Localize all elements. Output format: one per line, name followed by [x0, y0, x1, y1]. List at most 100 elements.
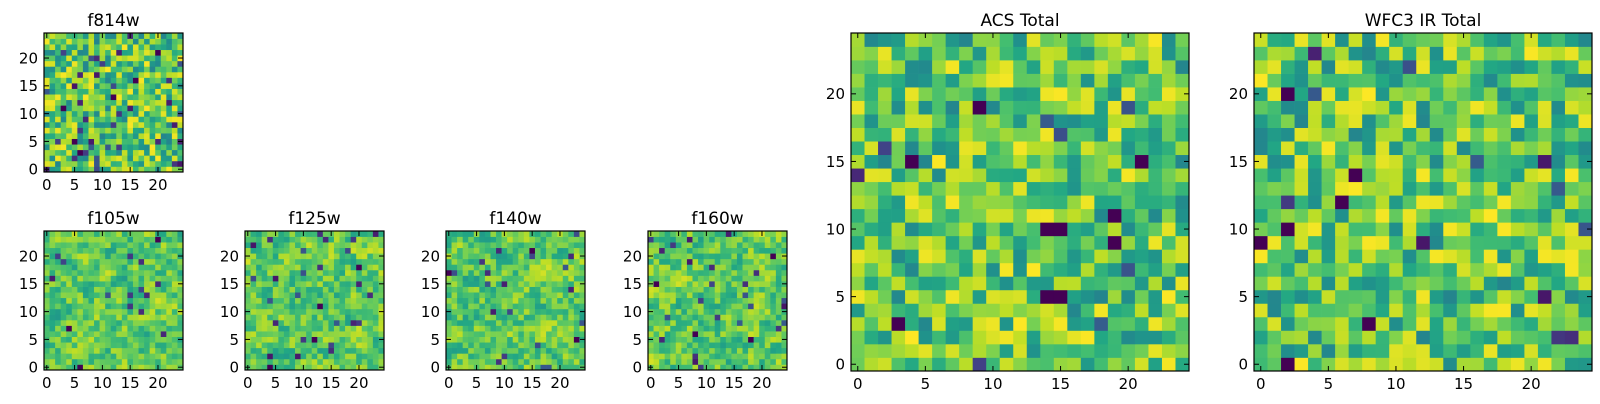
heatmap-cell — [160, 242, 167, 249]
heatmap-cell — [378, 258, 385, 265]
heatmap-cell — [116, 264, 123, 271]
heatmap-cell — [322, 253, 329, 260]
heatmap-cell — [77, 253, 84, 260]
heatmap-cell — [82, 127, 89, 134]
heatmap-cell — [648, 325, 654, 332]
heatmap-cell — [484, 292, 491, 299]
heatmap-cell — [1551, 316, 1566, 331]
heatmap-cell — [333, 247, 340, 254]
heatmap-cell — [698, 242, 704, 249]
heatmap-cell — [1053, 127, 1068, 142]
heatmap-cell — [725, 247, 732, 254]
heatmap-cell — [457, 308, 464, 315]
heatmap-cell — [653, 303, 660, 310]
heatmap-cell — [1080, 235, 1095, 250]
heatmap-cell — [878, 141, 892, 156]
heatmap-cell — [770, 303, 777, 310]
heatmap-cell — [160, 314, 167, 321]
heatmap-cell — [484, 325, 491, 332]
heatmap-cell — [490, 269, 497, 276]
heatmap-cell — [579, 314, 586, 321]
heatmap-cell — [121, 138, 128, 145]
heatmap-cell — [71, 55, 78, 62]
heatmap-cell — [1121, 141, 1136, 156]
heatmap-cell — [959, 181, 974, 196]
heatmap-cell — [670, 292, 677, 299]
heatmap-cell — [512, 325, 519, 332]
x-tick-label: 20 — [148, 374, 167, 392]
heatmap-cell — [551, 308, 558, 315]
heatmap-cell — [681, 364, 688, 371]
heatmap-cell — [160, 138, 167, 145]
y-tick-label: 15 — [220, 275, 239, 293]
heatmap-cell — [132, 264, 139, 271]
heatmap-cell — [748, 264, 754, 271]
heatmap-cell — [731, 347, 738, 354]
heatmap-cell — [256, 358, 263, 365]
heatmap-cell — [132, 77, 139, 84]
heatmap-cell — [1348, 357, 1363, 372]
heatmap-cell — [333, 314, 340, 321]
heatmap-cell — [579, 269, 586, 276]
heatmap-cell — [149, 353, 156, 360]
heatmap-cell — [155, 292, 162, 299]
heatmap-cell — [1121, 87, 1136, 101]
heatmap-cell — [295, 358, 301, 365]
heatmap-cell — [1443, 289, 1458, 304]
heatmap-cell — [681, 308, 688, 315]
heatmap-cell — [659, 325, 666, 332]
heatmap-cell — [507, 319, 514, 326]
heatmap-cell — [333, 297, 340, 304]
heatmap-cell — [138, 144, 145, 151]
heatmap-cell — [149, 71, 156, 78]
heatmap-cell — [1537, 168, 1552, 183]
heatmap-cell — [77, 94, 84, 101]
heatmap-cell — [166, 55, 173, 62]
heatmap-cell — [44, 347, 50, 354]
heatmap-cell — [55, 44, 62, 51]
heatmap-cell — [501, 269, 508, 276]
heatmap-cell — [82, 77, 89, 84]
heatmap-cell — [753, 253, 760, 260]
heatmap-cell — [1362, 46, 1377, 61]
heatmap-cell — [1040, 127, 1055, 142]
heatmap-cell — [878, 235, 892, 250]
heatmap-cell — [99, 77, 106, 84]
heatmap-cell — [44, 325, 50, 332]
heatmap-cell — [686, 236, 693, 243]
heatmap-cell — [1148, 316, 1163, 331]
heatmap-cell — [49, 253, 56, 260]
heatmap-cell — [250, 358, 257, 365]
heatmap-cell — [60, 253, 67, 260]
heatmap-cell — [551, 358, 558, 365]
heatmap-cell — [328, 308, 335, 315]
heatmap-cell — [507, 336, 514, 343]
heatmap-cell — [155, 314, 162, 321]
heatmap-cell — [473, 325, 480, 332]
heatmap-cell — [378, 242, 385, 249]
heatmap-cell — [94, 144, 100, 151]
heatmap-cell — [55, 127, 62, 134]
heatmap-cell — [1080, 222, 1095, 237]
heatmap-cell — [110, 149, 117, 156]
heatmap-cell — [144, 336, 150, 343]
heatmap-cell — [748, 292, 754, 299]
heatmap-cell — [138, 325, 145, 332]
heatmap-cell — [551, 342, 558, 349]
heatmap-cell — [317, 331, 324, 337]
heatmap-cell — [1362, 289, 1377, 304]
heatmap-cell — [60, 292, 67, 299]
heatmap-cell — [1134, 208, 1149, 223]
heatmap-cell — [82, 83, 89, 89]
heatmap-cell — [283, 303, 290, 310]
heatmap-cell — [1429, 343, 1444, 358]
heatmap-cell — [356, 314, 363, 321]
heatmap-cell — [714, 347, 721, 354]
heatmap-cell — [245, 331, 251, 337]
heatmap-cell — [99, 44, 106, 51]
heatmap-cell — [121, 275, 128, 282]
heatmap-cell — [1267, 141, 1282, 156]
heatmap-cell — [1335, 46, 1349, 61]
heatmap-cell — [1389, 316, 1404, 331]
heatmap-cell — [1321, 73, 1336, 88]
